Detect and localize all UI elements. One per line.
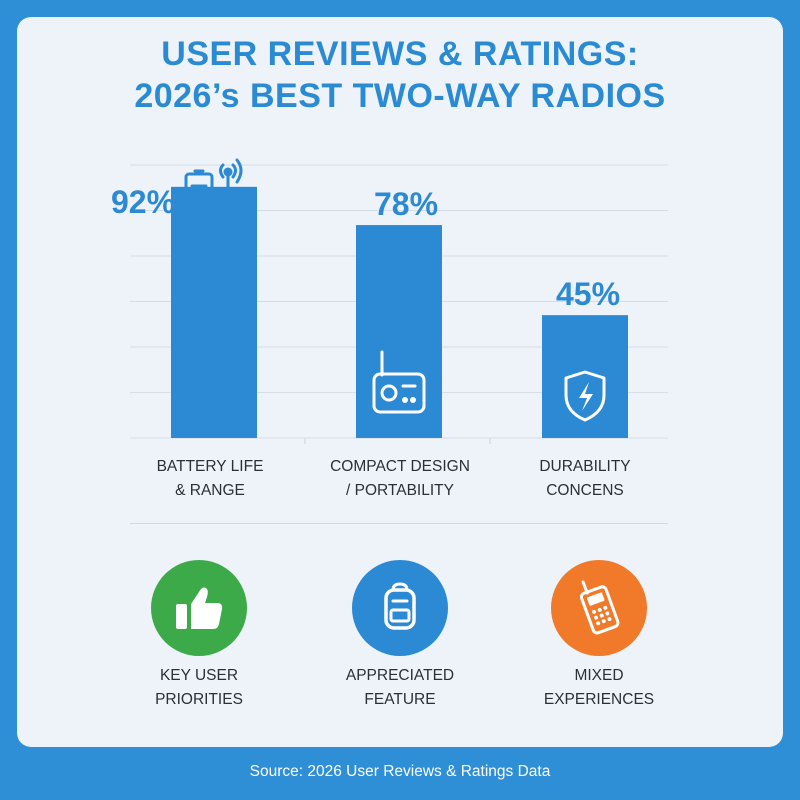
data-label: 92% bbox=[111, 184, 175, 220]
radio-icon bbox=[372, 350, 426, 414]
feature-label-mixed: MIXED EXPERIENCES bbox=[543, 667, 655, 708]
battery-antenna-icon bbox=[184, 158, 243, 214]
walkie-talkie-icon bbox=[551, 560, 647, 656]
bar bbox=[171, 186, 257, 438]
bar bbox=[356, 225, 442, 438]
backpack-icon bbox=[352, 560, 448, 656]
bar bbox=[542, 315, 628, 438]
title-line-1: USER REVIEWS & RATINGS: bbox=[161, 35, 639, 73]
category-label-compact: COMPACT DESIGN / PORTABILITY bbox=[330, 458, 470, 499]
category-label-battery: BATTERY LIFE & RANGE bbox=[156, 458, 264, 499]
data-label: 45% bbox=[556, 276, 620, 312]
section-divider bbox=[130, 523, 668, 524]
feature-label-appreciated: APPRECIATED FEATURE bbox=[345, 667, 455, 708]
title-line-2: 2026’s BEST TWO-WAY RADIOS bbox=[134, 77, 666, 115]
data-label: 78% bbox=[374, 186, 438, 222]
page-title: USER REVIEWS & RATINGS: 2026’s BEST TWO-… bbox=[0, 33, 800, 117]
source-note: Source: 2026 User Reviews & Ratings Data bbox=[249, 763, 551, 780]
thumbs-up-icon bbox=[151, 560, 247, 656]
category-label-durability: DURABILITY CONCENS bbox=[539, 458, 631, 499]
feature-label-priorities: KEY USER PRIORITIES bbox=[155, 667, 243, 708]
shield-lightning-icon bbox=[564, 370, 606, 422]
